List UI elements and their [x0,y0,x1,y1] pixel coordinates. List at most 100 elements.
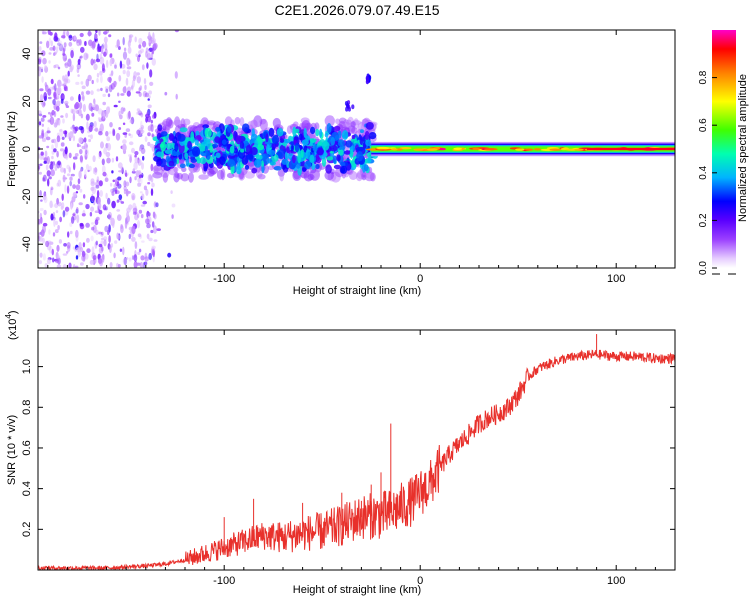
spectrogram-cell [111,200,116,209]
spectrogram-cell [134,156,138,164]
spectrogram-cell [267,158,272,163]
spectrogram-cell [251,167,258,174]
spectrogram-cell [51,155,54,160]
spectrogram-cell [101,63,105,72]
spectrogram-cell [74,101,80,110]
spectrogram-cell [132,207,138,213]
spectrogram-cell [40,199,43,202]
spectrogram-cell [141,64,145,71]
spectrogram-cell [98,150,102,158]
spectrogram-cell [128,257,132,262]
spectrogram-cell [198,174,209,180]
spectrogram-cell [84,174,87,180]
spectrogram-cell [84,41,87,46]
spectrogram-cell [67,70,70,77]
spectrogram-cell [152,171,163,179]
spectrogram-cell [85,144,88,148]
spectrogram-cell [112,128,115,137]
spectrogram-cell [117,176,122,181]
spectrogram-cell [152,255,155,263]
spectrogram-cell [80,55,83,59]
spectrogram-cell [126,57,131,67]
spectrogram-cell [63,243,67,247]
spectrogram-cell [79,32,84,38]
spectrogram-cell [126,215,130,223]
colorbar-tick-label: 0.6 [698,118,709,132]
spectrogram-cell [137,177,141,183]
spectrogram-cell [44,263,49,268]
spectrogram-cell [120,93,125,96]
spectrogram-cell [59,148,65,152]
spectrogram-cell [109,245,112,254]
spectrogram-cell [315,163,320,170]
spectrogram-cell [365,77,370,82]
spectrogram-cell [91,112,95,117]
spectrogram-cell [413,148,424,151]
colorbar-label: Normalized spectral amplitude [737,74,749,222]
spectrogram-cell [90,90,94,96]
spectrogram-cell [122,246,125,256]
spectrogram-cell [115,190,120,195]
spectrogram-cell [82,252,86,256]
spectrogram-cell [147,182,151,185]
spectrogram-cell [85,78,90,87]
spectrogram-cell [153,125,157,128]
spectrogram-cell [138,54,141,58]
spectrogram-cell [59,128,64,137]
spectrogram-cell [124,85,127,93]
spectrogram-cell [359,136,364,146]
spectrogram-cell [136,76,141,84]
spectrogram-cell [71,109,76,115]
spectrogram-cell [148,95,151,99]
spectrogram-cell [203,166,208,172]
spectrogram-x-tick-label: -100 [213,273,235,285]
spectrogram-cell [97,258,103,264]
spectrogram-cell [39,94,44,103]
spectrogram-cell [391,148,398,151]
spectrogram-cell [79,188,83,193]
spectrogram-cell [271,143,277,149]
spectrogram-cell [89,259,95,265]
spectrogram-cell [48,37,52,44]
spectrogram-cell [86,237,90,243]
spectrogram-cell [108,235,111,244]
spectrogram-cell [132,75,136,82]
spectrogram-cell [104,225,109,233]
spectrogram-cell [94,33,98,40]
spectrogram-cell [110,188,114,193]
spectrogram-cell [60,93,65,101]
spectrogram-cell [135,91,141,94]
spectrogram-cell [43,160,48,164]
spectrogram-cell [330,136,335,146]
spectrogram-cell [40,229,45,237]
spectrogram-cell [298,133,303,141]
spectrogram-cell [85,164,90,171]
spectrogram-cell [55,251,59,260]
spectrogram-cell [324,115,335,127]
spectrogram-cell [47,96,52,100]
spectrogram-cell [64,63,67,66]
spectrogram-cell [338,149,344,156]
spectrogram-cell [41,123,44,127]
spectrogram-cell [98,247,104,254]
spectrogram-cell [89,211,93,217]
spectrogram-cell [126,111,132,120]
snr-y-tick-label: 0.2 [21,522,33,537]
spectrogram-cell [138,209,143,214]
spectrogram-cell [137,233,142,237]
spectrogram-cell [79,155,83,163]
spectrogram-cell [144,84,147,90]
spectrogram-cell [65,112,69,119]
spectrogram-cell [62,174,66,183]
spectrogram-cell [57,40,63,49]
spectrogram-cell [113,104,118,108]
spectrogram-cell [279,138,285,144]
spectrogram-cell [136,220,141,229]
spectrogram-cell [142,200,147,205]
spectrogram-cell [145,50,148,58]
spectrogram-cell [255,154,263,160]
spectrogram-cell [44,65,47,69]
spectrogram-cell [83,52,88,61]
spectrogram-cell [55,37,60,42]
spectrogram-cell [84,148,89,157]
